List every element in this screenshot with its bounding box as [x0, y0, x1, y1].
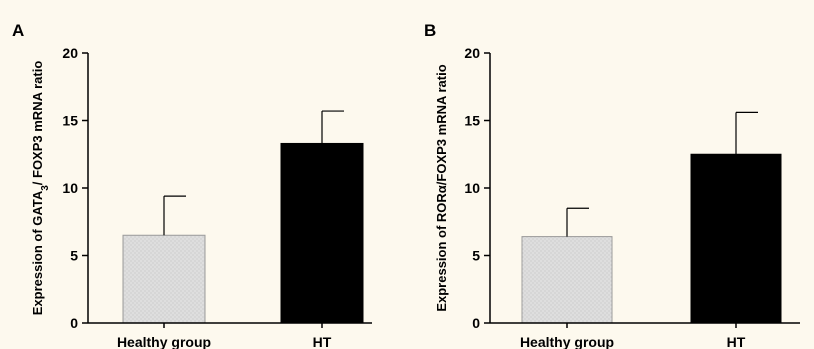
- y-axis-label-subscript: 3: [40, 185, 51, 191]
- x-tick-label: Healthy group: [520, 334, 614, 349]
- panel-letter: A: [12, 21, 24, 40]
- y-tick-label: 20: [62, 45, 78, 61]
- y-axis-label: Expression of RORα/FOXP3 mRNA ratio: [434, 64, 449, 311]
- y-tick-label: 0: [70, 315, 78, 331]
- y-tick-label: 10: [62, 180, 78, 196]
- panel-letter: B: [424, 21, 436, 40]
- y-tick-label: 0: [472, 315, 480, 331]
- y-tick-label: 5: [472, 248, 480, 264]
- y-axis-label: Expression of GATA3/ FOXP3 mRNA ratio: [30, 61, 51, 316]
- y-tick-label: 5: [70, 248, 78, 264]
- y-axis-label-part: Expression of GATA: [30, 190, 45, 315]
- y-tick-label: 10: [464, 180, 480, 196]
- bar-healthy-group: [122, 234, 206, 324]
- chart-panel-a: A Healthy group HT 0 5 10 15 20 Expression of GA…: [12, 21, 372, 349]
- x-tick-label: Healthy group: [117, 334, 211, 349]
- bar-healthy-group: [521, 236, 613, 324]
- chart-panel-b: B Healthy group HT 0 5 10 15 20 Expression of RO…: [424, 21, 800, 349]
- bar-ht: [280, 142, 364, 324]
- x-tick-label: HT: [727, 334, 746, 349]
- y-axis-label-part: / FOXP3 mRNA ratio: [30, 61, 45, 186]
- y-tick-label: 15: [62, 113, 78, 129]
- bar-ht: [690, 153, 782, 324]
- x-tick-label: HT: [313, 334, 332, 349]
- y-axis-label-part: Expression of RORα/FOXP3 mRNA ratio: [434, 64, 449, 311]
- y-tick-label: 15: [464, 113, 480, 129]
- y-tick-label: 20: [464, 45, 480, 61]
